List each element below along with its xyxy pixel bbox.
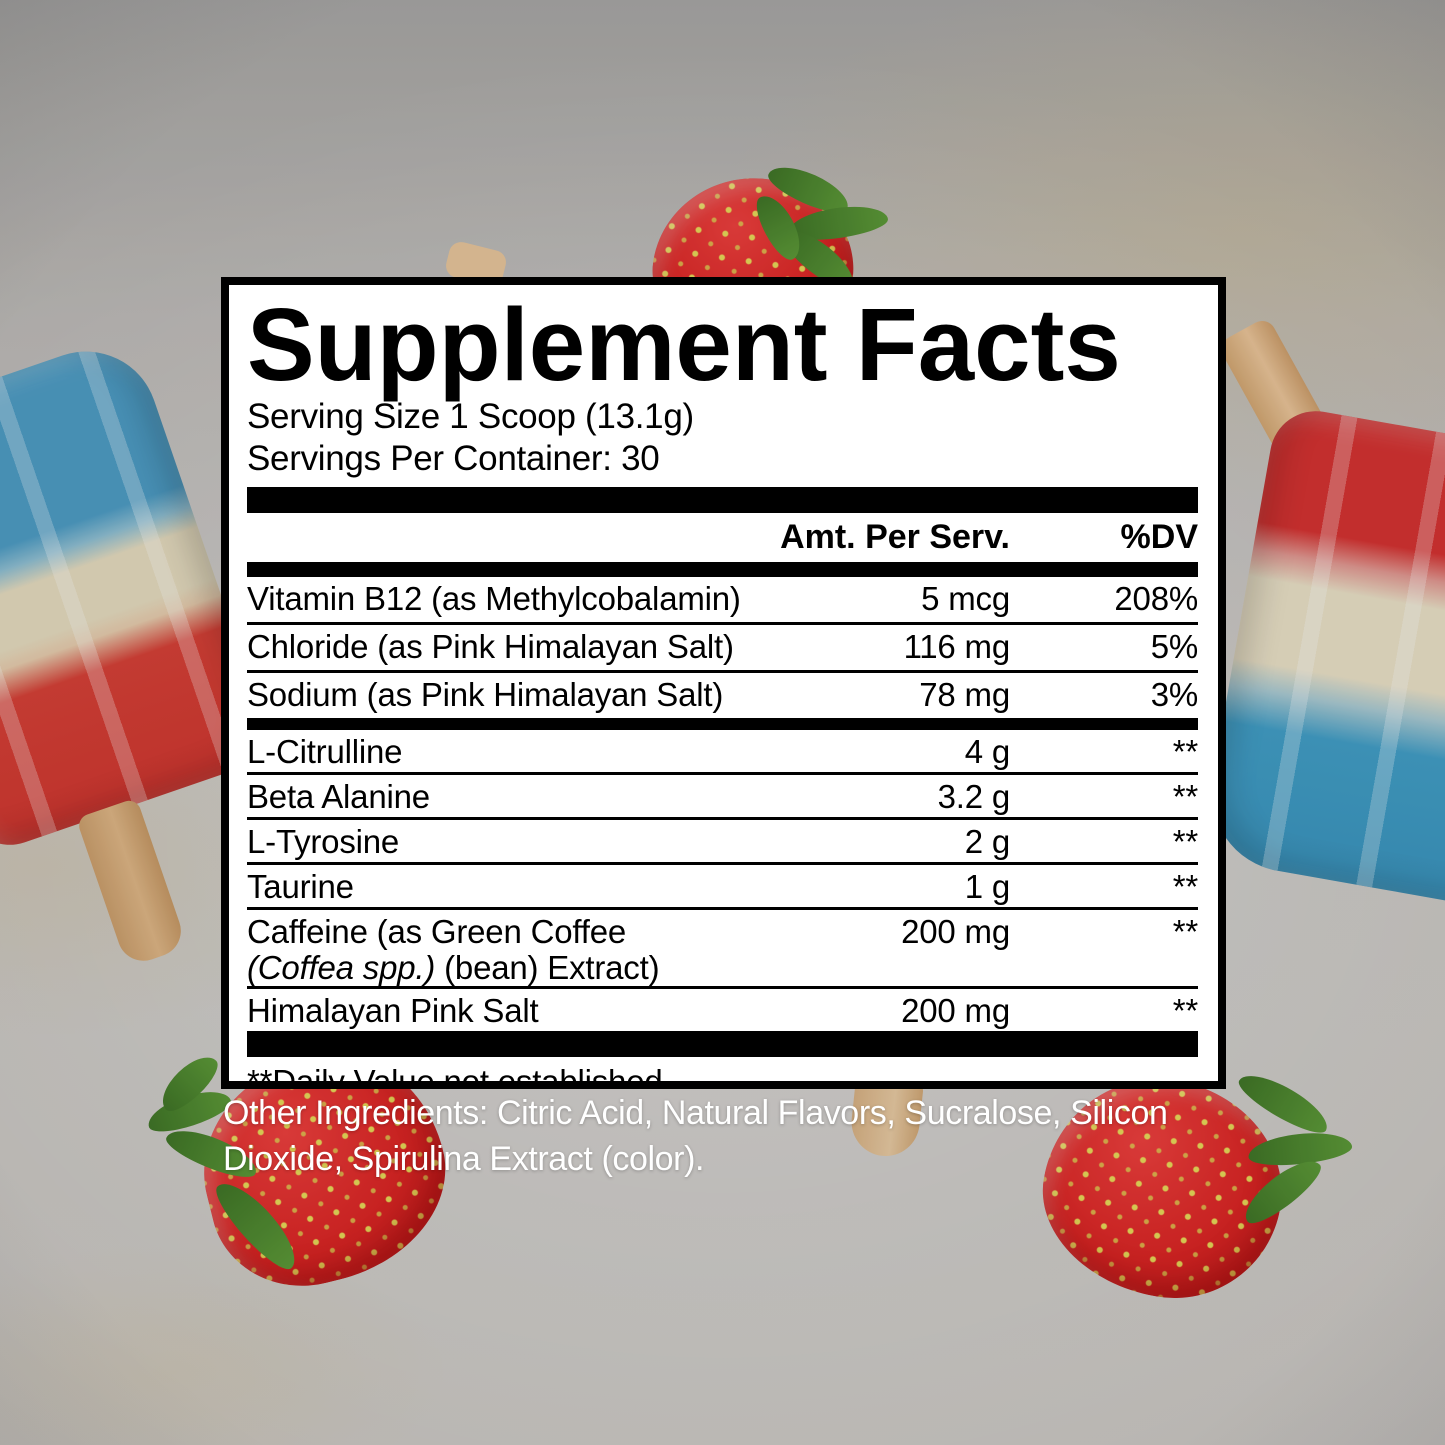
other-ingredients-line1: Other Ingredients: Citric Acid, Natural … bbox=[223, 1094, 1168, 1132]
nutrient-name-line2: (Coffea spp.) (bean) Extract) bbox=[247, 950, 760, 986]
nutrient-name: L-Tyrosine bbox=[247, 823, 400, 860]
other-ingredients-text: Other Ingredients: Citric Acid, Natural … bbox=[223, 1090, 1253, 1182]
nutrient-dv: 208% bbox=[1114, 580, 1198, 617]
nutrient-dv: ** bbox=[1172, 868, 1198, 905]
daily-value-footnote: **Daily Value not established. bbox=[247, 1063, 672, 1089]
nutrient-dv: 5% bbox=[1150, 628, 1198, 665]
nutrient-label: Sodium (as Pink Himalayan Salt) bbox=[247, 677, 760, 713]
table-row: Caffeine (as Green Coffee (Coffea spp.) … bbox=[247, 907, 1198, 986]
nutrient-name: L-Citrulline bbox=[247, 733, 403, 770]
divider-bar-medium bbox=[247, 718, 1198, 730]
nutrient-amount: 78 mg bbox=[919, 676, 1010, 713]
nutrient-dv: ** bbox=[1172, 823, 1198, 860]
nutrient-rows-primary: Vitamin B12 (as Methylcobalamin) 5 mcg 2… bbox=[247, 577, 1198, 718]
nutrient-name: Sodium (as Pink Himalayan Salt) bbox=[247, 676, 724, 713]
table-header-row: Amt. Per Serv. %DV bbox=[247, 513, 1198, 562]
nutrient-name: Taurine bbox=[247, 868, 354, 905]
other-ingredients-line2: Dioxide, Spirulina Extract (color). bbox=[223, 1140, 705, 1178]
serving-size-text: Serving Size 1 Scoop (13.1g) bbox=[247, 397, 694, 436]
nutrient-amount: 200 mg bbox=[901, 992, 1010, 1029]
supplement-facts-panel: Supplement Facts Serving Size 1 Scoop (1… bbox=[221, 277, 1226, 1089]
table-row: Chloride (as Pink Himalayan Salt) 116 mg… bbox=[247, 622, 1198, 670]
panel-title: Supplement Facts bbox=[247, 287, 1121, 402]
nutrient-label: L-Citrulline bbox=[247, 734, 760, 770]
nutrient-dv: ** bbox=[1172, 913, 1198, 950]
nutrient-label: L-Tyrosine bbox=[247, 824, 760, 860]
column-header-dv: %DV bbox=[1120, 518, 1198, 556]
nutrient-name: Caffeine (as Green Coffee bbox=[247, 913, 627, 950]
nutrient-name-rest: (bean) Extract) bbox=[435, 949, 660, 986]
nutrient-name: Chloride (as Pink Himalayan Salt) bbox=[247, 628, 734, 665]
column-header-amount: Amt. Per Serv. bbox=[780, 518, 1010, 556]
nutrient-amount: 3.2 g bbox=[937, 778, 1011, 815]
table-row: L-Tyrosine 2 g ** bbox=[247, 817, 1198, 862]
nutrient-name: Vitamin B12 (as Methylcobalamin) bbox=[247, 580, 741, 617]
nutrient-name: Beta Alanine bbox=[247, 778, 430, 815]
nutrient-label: Caffeine (as Green Coffee (Coffea spp.) … bbox=[247, 914, 760, 986]
nutrient-label: Taurine bbox=[247, 869, 760, 905]
nutrient-amount: 5 mcg bbox=[921, 580, 1010, 617]
nutrient-amount: 4 g bbox=[964, 733, 1010, 770]
table-row: Vitamin B12 (as Methylcobalamin) 5 mcg 2… bbox=[247, 577, 1198, 622]
popsicle-stick bbox=[75, 797, 188, 968]
nutrient-dv: ** bbox=[1172, 778, 1198, 815]
nutrient-label: Himalayan Pink Salt bbox=[247, 993, 760, 1029]
nutrient-name: Himalayan Pink Salt bbox=[247, 992, 539, 1029]
nutrient-amount: 116 mg bbox=[903, 628, 1011, 665]
nutrient-amount: 2 g bbox=[964, 823, 1010, 860]
nutrient-dv: 3% bbox=[1150, 676, 1198, 713]
nutrient-dv: ** bbox=[1172, 733, 1198, 770]
table-row: Beta Alanine 3.2 g ** bbox=[247, 772, 1198, 817]
nutrient-amount: 1 g bbox=[964, 868, 1010, 905]
table-row: L-Citrulline 4 g ** bbox=[247, 730, 1198, 772]
divider-bar-thick bbox=[247, 487, 1198, 513]
nutrient-latin-name: (Coffea spp.) bbox=[247, 949, 436, 986]
divider-bar-thick bbox=[247, 1031, 1198, 1057]
divider-bar-medium bbox=[247, 562, 1198, 577]
nutrient-rows-secondary: L-Citrulline 4 g ** Beta Alanine 3.2 g *… bbox=[247, 730, 1198, 1031]
nutrient-label: Vitamin B12 (as Methylcobalamin) bbox=[247, 581, 760, 617]
table-row: Taurine 1 g ** bbox=[247, 862, 1198, 907]
table-row: Himalayan Pink Salt 200 mg ** bbox=[247, 986, 1198, 1031]
servings-per-container-text: Servings Per Container: 30 bbox=[247, 439, 660, 478]
nutrient-dv: ** bbox=[1172, 992, 1198, 1029]
table-row: Sodium (as Pink Himalayan Salt) 78 mg 3% bbox=[247, 670, 1198, 718]
nutrient-label: Chloride (as Pink Himalayan Salt) bbox=[247, 629, 760, 665]
nutrient-label: Beta Alanine bbox=[247, 779, 760, 815]
nutrient-amount: 200 mg bbox=[901, 913, 1010, 950]
